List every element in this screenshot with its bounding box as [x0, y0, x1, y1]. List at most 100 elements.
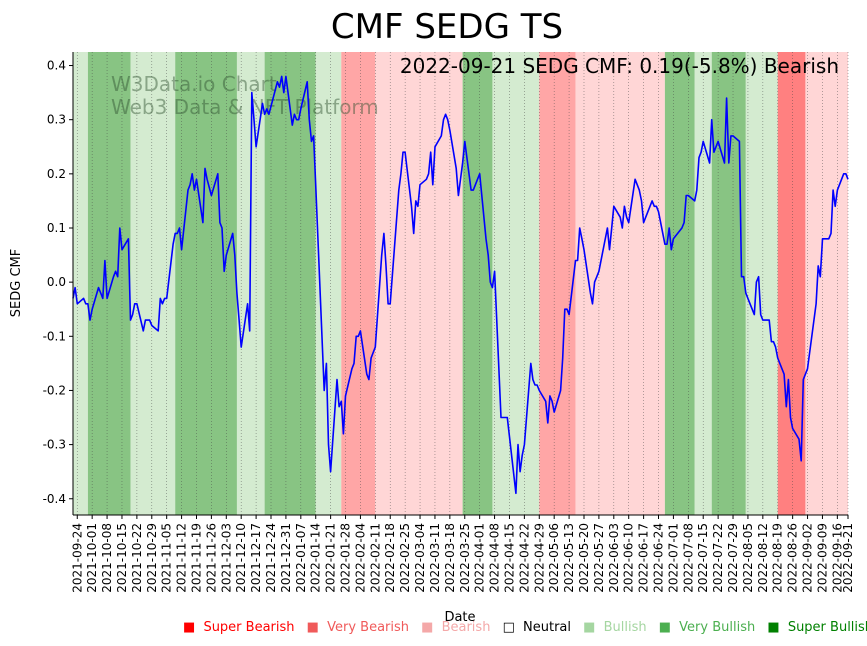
x-tick-label: 2022-07-08 [681, 523, 695, 593]
legend-very-bullish: ■ Very Bullish [659, 620, 760, 635]
y-tick-label: -0.2 [43, 383, 66, 397]
x-tick-label: 2021-12-10 [234, 523, 248, 593]
x-tick-label: 2022-08-12 [756, 523, 770, 593]
legend-label: Neutral [523, 620, 571, 635]
x-tick-label: 2022-06-10 [622, 523, 636, 593]
x-tick-label: 2021-11-26 [204, 523, 218, 593]
y-tick-label: 0.0 [47, 275, 66, 289]
x-tick-label: 2022-04-15 [502, 523, 516, 593]
sentiment-band [539, 52, 576, 515]
x-tick-label: 2022-07-15 [696, 523, 710, 593]
watermark-line-1: W3Data.io Chart [111, 72, 277, 96]
x-tick-label: 2021-12-03 [219, 523, 233, 593]
sentiment-band [87, 52, 131, 515]
x-tick-label: 2022-07-01 [666, 523, 680, 593]
cmf-series-line [72, 75, 849, 495]
x-tick-label: 2021-10-15 [115, 523, 129, 593]
legend-bearish: ■ Bearish [421, 620, 494, 635]
x-tick-label: 2022-07-22 [711, 523, 725, 593]
x-tick-label: 2022-04-01 [473, 523, 487, 593]
sentiment-band [462, 52, 493, 515]
y-ticks: -0.4 -0.3 -0.2 -0.1 0.0 0.1 0.2 0.3 0.4 [43, 59, 73, 506]
x-tick-label: 2022-05-20 [577, 523, 591, 593]
y-tick-label: -0.1 [43, 329, 66, 343]
legend-very-bearish: ■ Very Bearish [307, 620, 413, 635]
legend-swatch-icon: ■ [658, 620, 672, 635]
x-tick-label: 2022-06-17 [637, 523, 651, 593]
x-tick-label: 2021-10-08 [100, 523, 114, 593]
legend-swatch-icon: ■ [183, 620, 196, 635]
y-tick-label: 0.2 [47, 167, 66, 181]
x-ticks: 2021-09-24 2021-10-01 2021-10-08 2021-10-15… [70, 515, 855, 593]
sentiment-band [711, 52, 746, 515]
legend-label: Bearish [441, 620, 491, 635]
x-tick-label: 2021-10-01 [85, 523, 99, 593]
x-tick-label: 2022-03-25 [458, 523, 472, 593]
x-tick-label: 2021-10-22 [130, 523, 144, 593]
sentiment-band [73, 52, 88, 515]
legend-label: Bullish [603, 620, 647, 635]
x-tick-label: 2022-02-25 [398, 523, 412, 593]
legend-bullish: ■ Bullish [583, 620, 650, 635]
sentiment-band [175, 52, 237, 515]
x-tick-label: 2022-09-09 [815, 523, 829, 593]
watermark: W3Data.io Chart Web3 Data & NFT Platform [111, 72, 379, 119]
x-tick-label: 2022-01-21 [324, 523, 338, 593]
legend-label: Very Bullish [679, 620, 756, 635]
sentiment-band [805, 52, 848, 515]
sentiment-band [341, 52, 376, 515]
legend-label: Super Bullish [787, 620, 867, 635]
x-tick-label: 2022-02-04 [353, 523, 367, 593]
legend-swatch-icon: ■ [306, 620, 319, 635]
chart-title: CMF SEDG TS [331, 7, 563, 47]
y-tick-label: 0.1 [47, 221, 66, 235]
legend-neutral: □ Neutral [503, 620, 575, 635]
x-tick-label: 2022-08-26 [786, 523, 800, 593]
x-tick-label: 2022-09-21 [841, 523, 855, 593]
x-tick-label: 2021-11-12 [175, 523, 189, 593]
x-tick-label: 2022-03-18 [443, 523, 457, 593]
x-tick-label: 2021-12-24 [264, 523, 278, 593]
x-axis-label: Date [444, 610, 475, 625]
sentiment-band [492, 52, 540, 515]
legend-swatch-icon: □ [502, 620, 515, 635]
x-tick-label: 2022-02-18 [383, 523, 397, 593]
y-axis-label: SEDG CMF [9, 249, 24, 317]
x-tick-label: 2021-11-05 [160, 523, 174, 593]
x-tick-label: 2022-03-11 [428, 523, 442, 593]
x-tick-label: 2022-09-02 [801, 523, 815, 593]
sentiment-band [575, 52, 665, 515]
x-tick-label: 2022-05-06 [547, 523, 561, 593]
x-tick-label: 2021-10-29 [145, 523, 159, 593]
x-tick-label: 2022-04-29 [532, 523, 546, 593]
legend-swatch-icon: ■ [583, 620, 596, 635]
x-tick-label: 2021-09-24 [70, 523, 84, 593]
y-tick-label: 0.3 [47, 113, 66, 127]
axes [72, 52, 848, 516]
x-tick-label: 2022-08-19 [771, 523, 785, 593]
chart-annotation: 2022-09-21 SEDG CMF: 0.19(-5.8%) Bearish [400, 54, 839, 78]
x-tick-label: 2022-01-14 [309, 523, 323, 593]
x-tick-label: 2022-01-28 [339, 523, 353, 593]
x-tick-label: 2022-04-08 [488, 523, 502, 593]
x-tick-label: 2022-07-29 [726, 523, 740, 593]
watermark-line-2: Web3 Data & NFT Platform [111, 95, 379, 119]
x-tick-label: 2021-12-17 [249, 523, 263, 593]
y-tick-label: -0.4 [43, 492, 66, 506]
x-tick-label: 2022-06-03 [607, 523, 621, 593]
sentiment-band [745, 52, 778, 515]
legend: ■ Super Bearish ■ Very Bearish ■ Bearish… [183, 620, 867, 635]
x-tick-label: 2021-12-31 [279, 523, 293, 593]
x-tick-label: 2022-04-22 [517, 523, 531, 593]
sentiment-band [777, 52, 806, 515]
x-tick-label: 2022-05-27 [592, 523, 606, 593]
x-tick-label: 2022-05-13 [562, 523, 576, 593]
legend-label: Very Bearish [327, 620, 409, 635]
y-tick-label: -0.3 [43, 438, 66, 452]
legend-super-bearish: ■ Super Bearish [183, 620, 299, 635]
legend-label: Super Bearish [203, 620, 295, 635]
y-tick-label: 0.4 [47, 59, 66, 73]
x-tick-label: 2022-02-11 [368, 523, 382, 593]
x-tick-label: 2022-03-04 [413, 523, 427, 593]
